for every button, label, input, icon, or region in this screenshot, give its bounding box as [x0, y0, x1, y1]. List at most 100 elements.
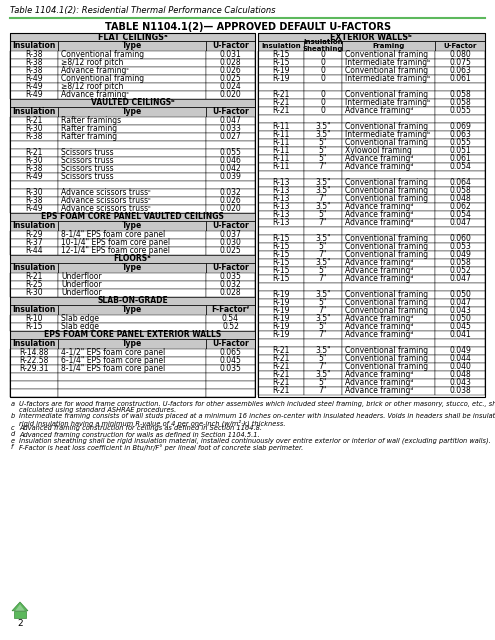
- Text: F-Factor is heat loss coefficient in Btu/hr/F° per lineal foot of concrete slab : F-Factor is heat loss coefficient in Btu…: [19, 444, 303, 451]
- Bar: [258, 147, 304, 154]
- Bar: [342, 154, 435, 163]
- Text: 0.026: 0.026: [220, 196, 242, 205]
- Bar: [10, 356, 58, 365]
- Bar: [304, 298, 342, 307]
- Text: Advance scissors trussᶜ: Advance scissors trussᶜ: [61, 204, 151, 213]
- Text: TABLE N1104.1(2)— APPROVED DEFAULT U-FACTORS: TABLE N1104.1(2)— APPROVED DEFAULT U-FAC…: [105, 22, 391, 32]
- Bar: [10, 67, 58, 74]
- Bar: [304, 41, 342, 51]
- Bar: [435, 323, 485, 330]
- Bar: [258, 195, 304, 202]
- Text: R-29.31: R-29.31: [19, 364, 49, 373]
- Bar: [58, 164, 206, 173]
- Bar: [10, 33, 255, 397]
- Bar: [304, 163, 342, 170]
- Text: 0.042: 0.042: [220, 164, 242, 173]
- Text: R-21: R-21: [272, 386, 290, 395]
- Bar: [342, 330, 435, 339]
- Bar: [435, 51, 485, 58]
- Text: F-Factorᶠ: F-Factorᶠ: [211, 305, 250, 314]
- Text: Underfloor: Underfloor: [61, 272, 101, 281]
- Bar: [13, 611, 26, 618]
- Text: 0.032: 0.032: [220, 280, 242, 289]
- Text: R-21: R-21: [272, 370, 290, 379]
- Text: VAULTED CEILINGSᵇ: VAULTED CEILINGSᵇ: [91, 99, 174, 108]
- Text: R-29: R-29: [25, 230, 43, 239]
- Text: R-13: R-13: [272, 194, 290, 203]
- Text: U-Factor: U-Factor: [212, 221, 249, 230]
- Text: 3.5": 3.5": [315, 202, 331, 211]
- Bar: [435, 275, 485, 282]
- Bar: [206, 164, 255, 173]
- Text: Conventional framing: Conventional framing: [61, 74, 144, 83]
- Text: 0.045: 0.045: [449, 322, 471, 331]
- Bar: [342, 195, 435, 202]
- Text: U-Factor: U-Factor: [212, 41, 249, 51]
- Bar: [10, 330, 255, 339]
- Text: U-Factor: U-Factor: [212, 263, 249, 272]
- Bar: [258, 186, 304, 195]
- Bar: [342, 131, 435, 138]
- Text: R-11: R-11: [272, 138, 290, 147]
- Bar: [10, 173, 58, 180]
- Text: 0.032: 0.032: [220, 188, 242, 197]
- Text: R-19: R-19: [272, 330, 290, 339]
- Bar: [342, 170, 435, 179]
- Text: R-49: R-49: [25, 74, 43, 83]
- Text: Insulation: Insulation: [12, 221, 55, 230]
- Bar: [58, 314, 206, 323]
- Text: R-38: R-38: [25, 164, 43, 173]
- Text: R-19: R-19: [272, 298, 290, 307]
- Text: 0.052: 0.052: [449, 266, 471, 275]
- Text: R-10: R-10: [25, 314, 43, 323]
- Text: Conventional framing: Conventional framing: [345, 250, 428, 259]
- Text: Advance framingᵈ: Advance framingᵈ: [345, 330, 413, 339]
- Bar: [435, 147, 485, 154]
- Bar: [435, 67, 485, 74]
- Bar: [206, 58, 255, 67]
- Text: rigid insulation having a minimum R-value of 4 per one-inch (w/m²·k) thickness.: rigid insulation having a minimum R-valu…: [19, 419, 286, 427]
- Text: Underfloor: Underfloor: [61, 288, 101, 297]
- Bar: [206, 51, 255, 58]
- Text: R-21: R-21: [272, 346, 290, 355]
- Bar: [435, 339, 485, 346]
- Text: 0.040: 0.040: [449, 362, 471, 371]
- Text: 0: 0: [321, 58, 325, 67]
- Bar: [10, 381, 58, 388]
- Text: Advance scissors trussᶜ: Advance scissors trussᶜ: [61, 196, 151, 205]
- Bar: [58, 74, 206, 83]
- Text: Conventional framing: Conventional framing: [345, 298, 428, 307]
- Text: Advance framingᵈ: Advance framingᵈ: [345, 202, 413, 211]
- Text: 0.026: 0.026: [220, 66, 242, 75]
- Text: 3.5": 3.5": [315, 234, 331, 243]
- Text: Advance framingᵈ: Advance framingᵈ: [345, 274, 413, 283]
- Bar: [258, 179, 304, 186]
- Text: R-19: R-19: [272, 74, 290, 83]
- Bar: [206, 305, 255, 314]
- Bar: [58, 173, 206, 180]
- Bar: [10, 196, 58, 205]
- Text: 0.047: 0.047: [449, 218, 471, 227]
- Bar: [58, 67, 206, 74]
- Text: R-49: R-49: [25, 204, 43, 213]
- Text: R-15: R-15: [272, 266, 290, 275]
- Text: 3.5": 3.5": [315, 290, 331, 299]
- Bar: [435, 314, 485, 323]
- Text: e: e: [11, 438, 15, 444]
- Text: Type: Type: [122, 41, 142, 51]
- Bar: [304, 90, 342, 99]
- Bar: [304, 211, 342, 218]
- Bar: [435, 202, 485, 211]
- Text: 0.031: 0.031: [220, 50, 242, 59]
- Bar: [342, 298, 435, 307]
- Bar: [435, 330, 485, 339]
- Text: 5": 5": [319, 242, 327, 251]
- Text: 0.055: 0.055: [220, 148, 242, 157]
- Text: R-38: R-38: [25, 58, 43, 67]
- Text: 0.065: 0.065: [220, 348, 242, 357]
- Bar: [304, 186, 342, 195]
- Text: 7": 7": [319, 330, 327, 339]
- Text: R-13: R-13: [272, 210, 290, 219]
- Bar: [58, 339, 206, 349]
- Text: R-21: R-21: [25, 116, 43, 125]
